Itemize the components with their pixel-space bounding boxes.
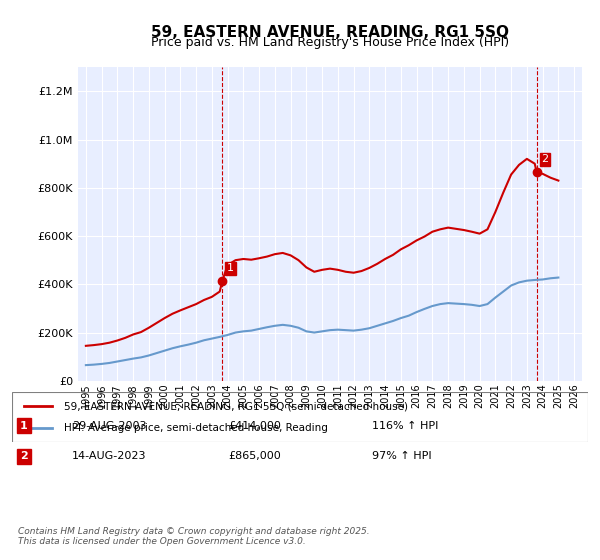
Text: 2: 2 [541,155,548,165]
Text: £865,000: £865,000 [228,451,281,461]
Text: Contains HM Land Registry data © Crown copyright and database right 2025.
This d: Contains HM Land Registry data © Crown c… [18,526,370,546]
Text: 59, EASTERN AVENUE, READING, RG1 5SQ (semi-detached house): 59, EASTERN AVENUE, READING, RG1 5SQ (se… [64,401,408,411]
Text: HPI: Average price, semi-detached house, Reading: HPI: Average price, semi-detached house,… [64,423,328,433]
Text: Price paid vs. HM Land Registry's House Price Index (HPI): Price paid vs. HM Land Registry's House … [151,36,509,49]
Text: 14-AUG-2023: 14-AUG-2023 [72,451,146,461]
Text: 116% ↑ HPI: 116% ↑ HPI [372,421,439,431]
Text: 97% ↑ HPI: 97% ↑ HPI [372,451,431,461]
Text: 1: 1 [20,421,28,431]
Text: £414,000: £414,000 [228,421,281,431]
Text: 29-AUG-2003: 29-AUG-2003 [72,421,146,431]
Text: 2: 2 [20,451,28,461]
Text: 1: 1 [227,263,234,273]
Text: 59, EASTERN AVENUE, READING, RG1 5SQ: 59, EASTERN AVENUE, READING, RG1 5SQ [151,25,509,40]
